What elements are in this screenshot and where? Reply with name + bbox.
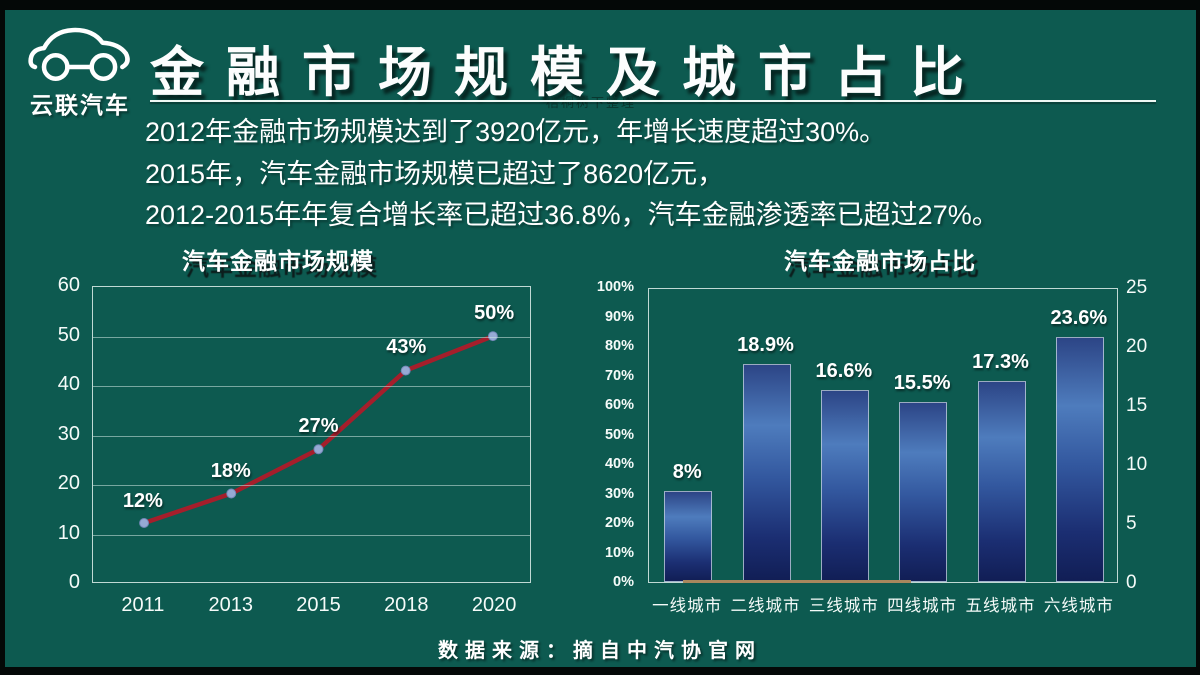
trend-line-svg	[139, 331, 498, 528]
data-point-marker	[226, 488, 237, 499]
y-tick-label: 30%	[604, 485, 634, 502]
line-chart-plot	[92, 286, 531, 583]
frame-top	[0, 0, 1200, 10]
y-tick-label: 60	[57, 274, 80, 296]
bar	[977, 381, 1026, 582]
bar-value-label: 16.6%	[815, 360, 873, 383]
y-tick-label: 50	[57, 323, 80, 346]
bar	[820, 390, 869, 582]
frame-left	[0, 0, 5, 675]
y-tick-label: 80%	[604, 338, 634, 354]
data-point-marker	[487, 331, 498, 342]
frame-bottom	[0, 667, 1200, 675]
y-tick-label: 100%	[596, 279, 634, 295]
line-chart-title: 汽车金融市场规模	[182, 248, 374, 274]
point-label: 12%	[122, 489, 163, 512]
y-tick-label: 70%	[604, 367, 634, 384]
intro-paragraph: 2012年金融市场规模达到了3920亿元，年增长速度超过30%。 2015年，汽…	[145, 112, 999, 237]
point-label: 18%	[210, 459, 251, 482]
data-source-note: 数据来源：摘自中汽协官网	[438, 640, 762, 662]
bar-value-label: 23.6%	[1050, 307, 1108, 330]
category-label: 六线城市	[1043, 597, 1114, 615]
x-tick-label: 2013	[208, 594, 253, 616]
bar	[1055, 337, 1104, 582]
x-tick-label: 2011	[121, 594, 165, 616]
x-tick-label: 2018	[384, 594, 429, 616]
y-tick-label: 20	[57, 472, 80, 494]
intro-line-2: 2015年，汽车金融市场规模已超过了8620亿元，	[145, 158, 725, 189]
data-point-marker	[400, 365, 411, 376]
bar-value-label: 18.9%	[737, 333, 794, 356]
y-tick-label: 20%	[604, 515, 634, 531]
data-point-marker	[313, 444, 324, 455]
intro-line-1: 2012年金融市场规模达到了3920亿元，年增长速度超过30%。	[145, 117, 887, 147]
y-tick-label: 5	[1126, 513, 1137, 534]
category-label: 二线城市	[730, 597, 801, 615]
bar-chart-labels: 8% 18.9% 16.6% 15.5% 17.3% 23.6%	[648, 288, 1118, 583]
x-tick-label: 2020	[471, 594, 517, 616]
y-tick-label: 0	[1126, 572, 1137, 593]
bar-value-label: 8%	[672, 460, 702, 483]
watermark-text: 梧桐树下整理	[546, 95, 637, 110]
y-tick-label: 25	[1126, 277, 1148, 298]
category-label: 三线城市	[808, 597, 879, 615]
bar	[899, 402, 948, 582]
category-label: 四线城市	[887, 597, 958, 615]
page-title: 金融市场规模及城市占比	[150, 43, 986, 103]
line-chart-labels: 12% 18% 27% 43% 50%	[92, 286, 531, 583]
y-tick-label: 90%	[604, 308, 634, 325]
line-chart-y-axis: 0 10 20 30 40 50 60	[28, 274, 86, 593]
y-tick-label: 0	[68, 571, 80, 593]
gridline	[93, 485, 530, 486]
y-tick-label: 40%	[604, 456, 634, 472]
gridline	[93, 534, 530, 536]
y-tick-label: 15	[1126, 395, 1148, 416]
y-tick-label: 30	[57, 422, 80, 445]
car-logo-icon	[28, 27, 130, 81]
point-label: 43%	[386, 336, 427, 359]
x-tick-label: 2015	[296, 594, 341, 616]
gridline	[93, 435, 530, 437]
y-tick-label: 50%	[604, 426, 634, 443]
point-label: 27%	[298, 415, 339, 438]
y-tick-label: 0%	[613, 574, 634, 590]
logo-text: 云联汽车	[30, 92, 130, 118]
line-chart-x-axis: 2011 2013 2015 2018 2020	[92, 594, 531, 620]
bar-chart-title: 汽车金融市场占比	[784, 248, 976, 274]
category-label: 五线城市	[965, 597, 1036, 615]
y-tick-label: 10	[57, 521, 80, 544]
bar-chart-left-axis: 0% 10% 20% 30% 40% 50% 60% 70% 80% 90% 100%	[572, 279, 640, 590]
bar-value-label: 15.5%	[893, 372, 951, 395]
baseline-accent-line	[683, 580, 911, 583]
bar-chart-right-axis: 0 5 10 15 20 25	[1126, 277, 1172, 593]
y-tick-label: 10	[1126, 454, 1148, 475]
y-tick-label: 40	[57, 373, 80, 395]
y-tick-label: 20	[1126, 336, 1148, 357]
data-point-marker	[139, 518, 150, 528]
category-label: 一线城市	[652, 597, 723, 615]
point-label: 50%	[474, 301, 515, 324]
bar	[742, 363, 791, 582]
bar-value-label: 17.3%	[972, 351, 1029, 374]
bar-chart-x-axis: 一线城市 二线城市 三线城市 四线城市 五线城市 六线城市	[648, 592, 1118, 616]
intro-line-3: 2012-2015年年复合增长率已超过36.8%，汽车金融渗透率已超过27%。	[145, 200, 999, 230]
frame-right	[1196, 0, 1200, 675]
title-underline	[150, 100, 1156, 102]
gridline	[93, 386, 530, 387]
y-tick-label: 60%	[604, 397, 634, 413]
gridline	[93, 336, 530, 338]
y-tick-label: 10%	[604, 544, 634, 561]
